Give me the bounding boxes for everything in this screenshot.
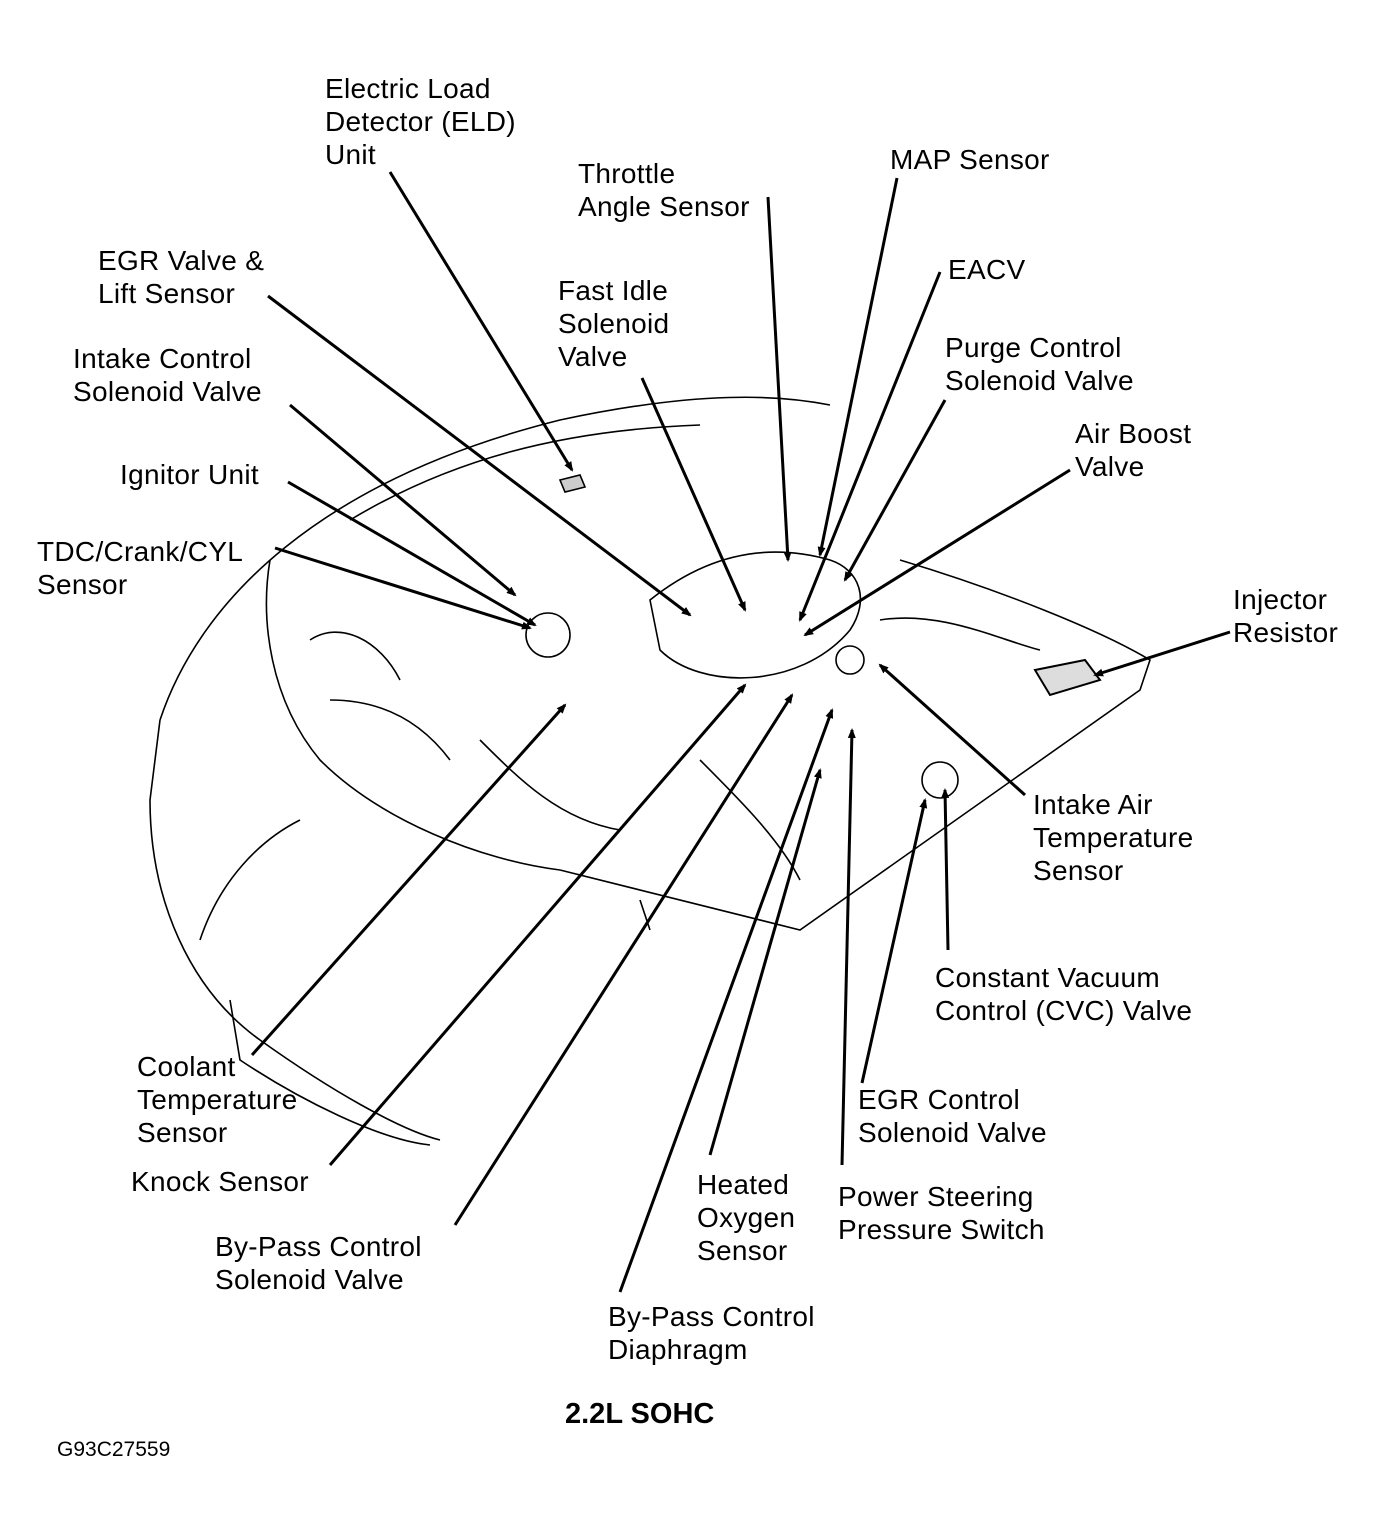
label-egr-control: EGR Control Solenoid Valve (858, 1084, 1047, 1148)
leader-air-boost (803, 468, 1071, 637)
label-tdc: TDC/Crank/CYL Sensor (37, 536, 244, 600)
leader-intake-control (289, 403, 517, 597)
label-power-steering: Power Steering Pressure Switch (838, 1181, 1045, 1245)
label-bypass-diaphragm: By-Pass Control Diaphragm (608, 1301, 815, 1365)
leader-egr-control (860, 798, 928, 1084)
label-knock: Knock Sensor (131, 1166, 309, 1197)
leader-injector (1093, 630, 1231, 677)
label-map: MAP Sensor (890, 144, 1050, 175)
leader-knock (328, 683, 747, 1166)
diagram-title: 2.2L SOHC (565, 1398, 715, 1430)
leader-cvc (941, 788, 950, 951)
leader-intake-air (878, 663, 1027, 797)
leader-throttle (766, 196, 792, 562)
label-intake-air: Intake Air Temperature Sensor (1033, 789, 1194, 886)
label-coolant: Coolant Temperature Sensor (137, 1051, 298, 1148)
label-ignitor: Ignitor Unit (120, 459, 259, 490)
leader-lines (250, 171, 1231, 1293)
leader-ignitor (287, 480, 537, 627)
label-injector: Injector Resistor (1233, 584, 1339, 648)
leader-egr-valve (267, 294, 692, 617)
label-purge: Purge Control Solenoid Valve (945, 332, 1134, 396)
leader-tdc (274, 546, 532, 630)
leader-eacv (798, 271, 942, 622)
leader-power-steering (840, 728, 856, 1166)
leader-oxygen (708, 768, 822, 1156)
leader-bypass-diaphragm (618, 708, 834, 1293)
leader-fast-idle (640, 377, 747, 612)
label-eld: Electric Load Detector (ELD) Unit (325, 73, 516, 170)
label-throttle: Throttle Angle Sensor (578, 158, 750, 222)
label-egr-valve: EGR Valve & Lift Sensor (98, 245, 265, 309)
label-air-boost: Air Boost Valve (1075, 418, 1192, 482)
leader-bypass-valve (453, 693, 794, 1226)
label-oxygen: Heated Oxygen Sensor (697, 1169, 796, 1266)
leader-coolant (250, 703, 567, 1056)
leader-map (817, 177, 899, 557)
label-cvc: Constant Vacuum Control (CVC) Valve (935, 962, 1193, 1026)
leader-purge (843, 399, 947, 582)
figure-code: G93C27559 (57, 1438, 171, 1461)
label-bypass-valve: By-Pass Control Solenoid Valve (215, 1231, 422, 1295)
label-fast-idle: Fast Idle Solenoid Valve (558, 275, 670, 372)
label-intake-control: Intake Control Solenoid Valve (73, 343, 262, 407)
label-eacv: EACV (948, 254, 1026, 285)
leader-eld (388, 171, 574, 472)
